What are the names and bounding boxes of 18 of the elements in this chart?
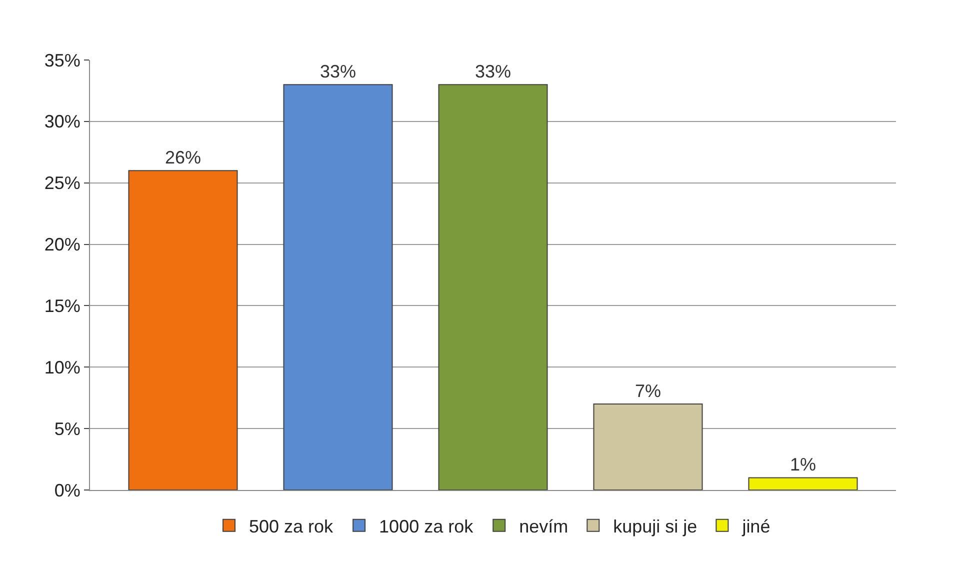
legend-label: 500 za rok bbox=[249, 516, 334, 536]
y-tick-label: 30% bbox=[44, 112, 80, 132]
y-tick-label: 5% bbox=[54, 418, 80, 439]
y-tick-label: 10% bbox=[44, 357, 80, 378]
data-label: 7% bbox=[634, 381, 662, 401]
y-tick-label: 15% bbox=[44, 296, 80, 316]
legend-label: jiné bbox=[741, 516, 770, 536]
y-tick-label: 25% bbox=[44, 173, 80, 194]
legend-label: 1000 za rok bbox=[379, 516, 474, 536]
legend-label: kupuji si je bbox=[613, 516, 698, 536]
legend-label: nevím bbox=[519, 516, 568, 536]
y-tick-label: 20% bbox=[44, 234, 80, 255]
y-tick-label: 0% bbox=[54, 480, 80, 500]
data-label: 33% bbox=[474, 62, 512, 82]
data-label: 1% bbox=[790, 454, 816, 475]
y-tick-label: 35% bbox=[44, 50, 80, 70]
data-label: 33% bbox=[320, 62, 356, 82]
data-label: 26% bbox=[164, 148, 202, 168]
